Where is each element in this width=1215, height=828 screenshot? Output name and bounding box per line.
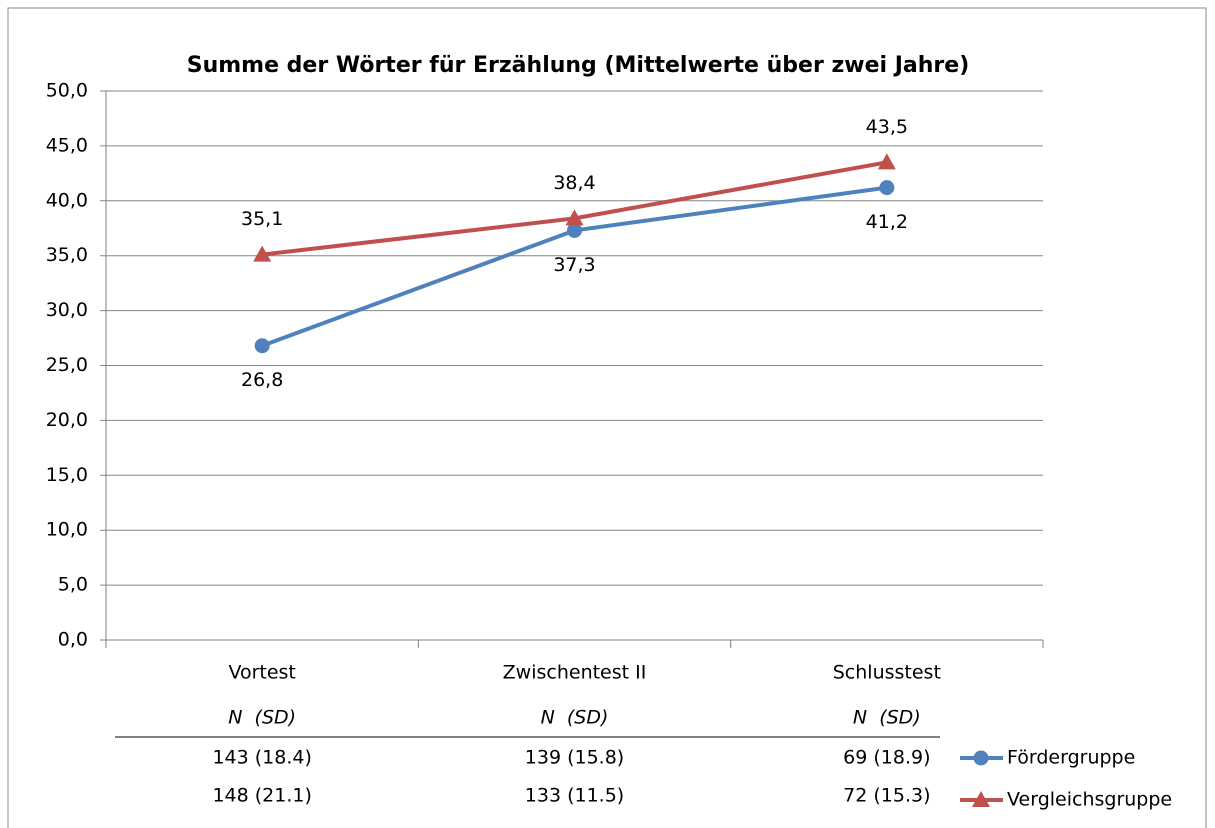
table-header: N (SD) [853,707,921,729]
y-tick-label: 35,0 [46,244,88,266]
y-tick-label: 10,0 [46,519,88,541]
y-tick-label: 20,0 [46,409,88,431]
data-label: 38,4 [553,172,595,194]
data-point [877,153,896,170]
legend-marker [972,791,990,807]
y-tick-label: 15,0 [46,464,88,486]
x-tick-label: Schlusstest [833,662,941,684]
y-tick-label: 45,0 [46,134,88,156]
data-point [253,245,272,262]
data-point [254,338,270,354]
x-tick-label: Zwischentest II [503,662,647,684]
chart-border [7,7,1207,828]
table-cell: 72 (15.3) [843,785,930,807]
data-point [879,180,895,196]
table-cell: 139 (15.8) [525,747,624,769]
table-header: N (SD) [541,707,609,729]
data-label: 35,1 [241,208,283,230]
y-tick-label: 50,0 [46,80,88,102]
y-tick-label: 0,0 [58,629,88,651]
table-cell: 133 (11.5) [525,785,624,807]
data-label: 37,3 [553,254,595,276]
y-tick-label: 40,0 [46,189,88,211]
data-label: 43,5 [866,116,908,138]
legend-marker [973,750,989,766]
table-cell: 69 (18.9) [843,747,930,769]
data-label: 41,2 [866,211,908,233]
legend-label: Fördergruppe [1007,747,1135,769]
x-tick-label: Vortest [228,662,295,684]
table-cell: 143 (18.4) [212,747,311,769]
y-tick-label: 25,0 [46,354,88,376]
y-tick-label: 30,0 [46,299,88,321]
data-label: 26,8 [241,369,283,391]
y-tick-label: 5,0 [58,574,88,596]
data-point [565,209,584,226]
data-point [567,222,582,238]
table-header: N (SD) [228,707,296,729]
legend-label: Vergleichsgruppe [1007,789,1172,811]
table-cell: 148 (21.1) [212,785,311,807]
chart-title: Summe der Wörter für Erzählung (Mittelwe… [187,53,970,78]
